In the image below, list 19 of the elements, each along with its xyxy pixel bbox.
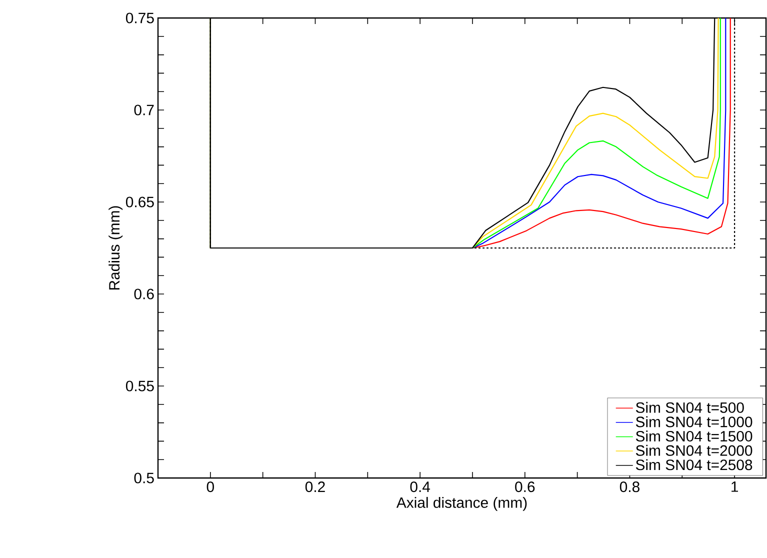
legend-label: Sim SN04 t=2000 bbox=[636, 444, 752, 456]
x-tick-label: 0.2 bbox=[305, 482, 325, 492]
x-axis-title: Axial distance (mm) bbox=[396, 496, 527, 511]
x-tick-label: 1 bbox=[732, 482, 738, 492]
y-tick-label: 0.5 bbox=[134, 472, 154, 484]
y-tick-label: 0.55 bbox=[126, 380, 154, 392]
x-tick-label: 0.8 bbox=[620, 482, 640, 492]
legend-label: Sim SN04 t=2508 bbox=[636, 459, 752, 470]
x-tick-label: 0.4 bbox=[410, 482, 430, 492]
legend-label: Sim SN04 t=500 bbox=[636, 402, 744, 413]
y-tick-label: 0.7 bbox=[134, 104, 154, 116]
x-tick-label: 0.6 bbox=[515, 482, 535, 492]
y-axis-title: Radius (mm) bbox=[108, 206, 123, 290]
x-tick-label: 0 bbox=[206, 482, 214, 492]
y-tick-label: 0.6 bbox=[134, 288, 154, 300]
legend-label: Sim SN04 t=1500 bbox=[636, 430, 752, 442]
y-tick-label: 0.75 bbox=[126, 12, 154, 24]
y-tick-label: 0.65 bbox=[126, 196, 154, 208]
legend-label: Sim SN04 t=1000 bbox=[636, 416, 752, 428]
